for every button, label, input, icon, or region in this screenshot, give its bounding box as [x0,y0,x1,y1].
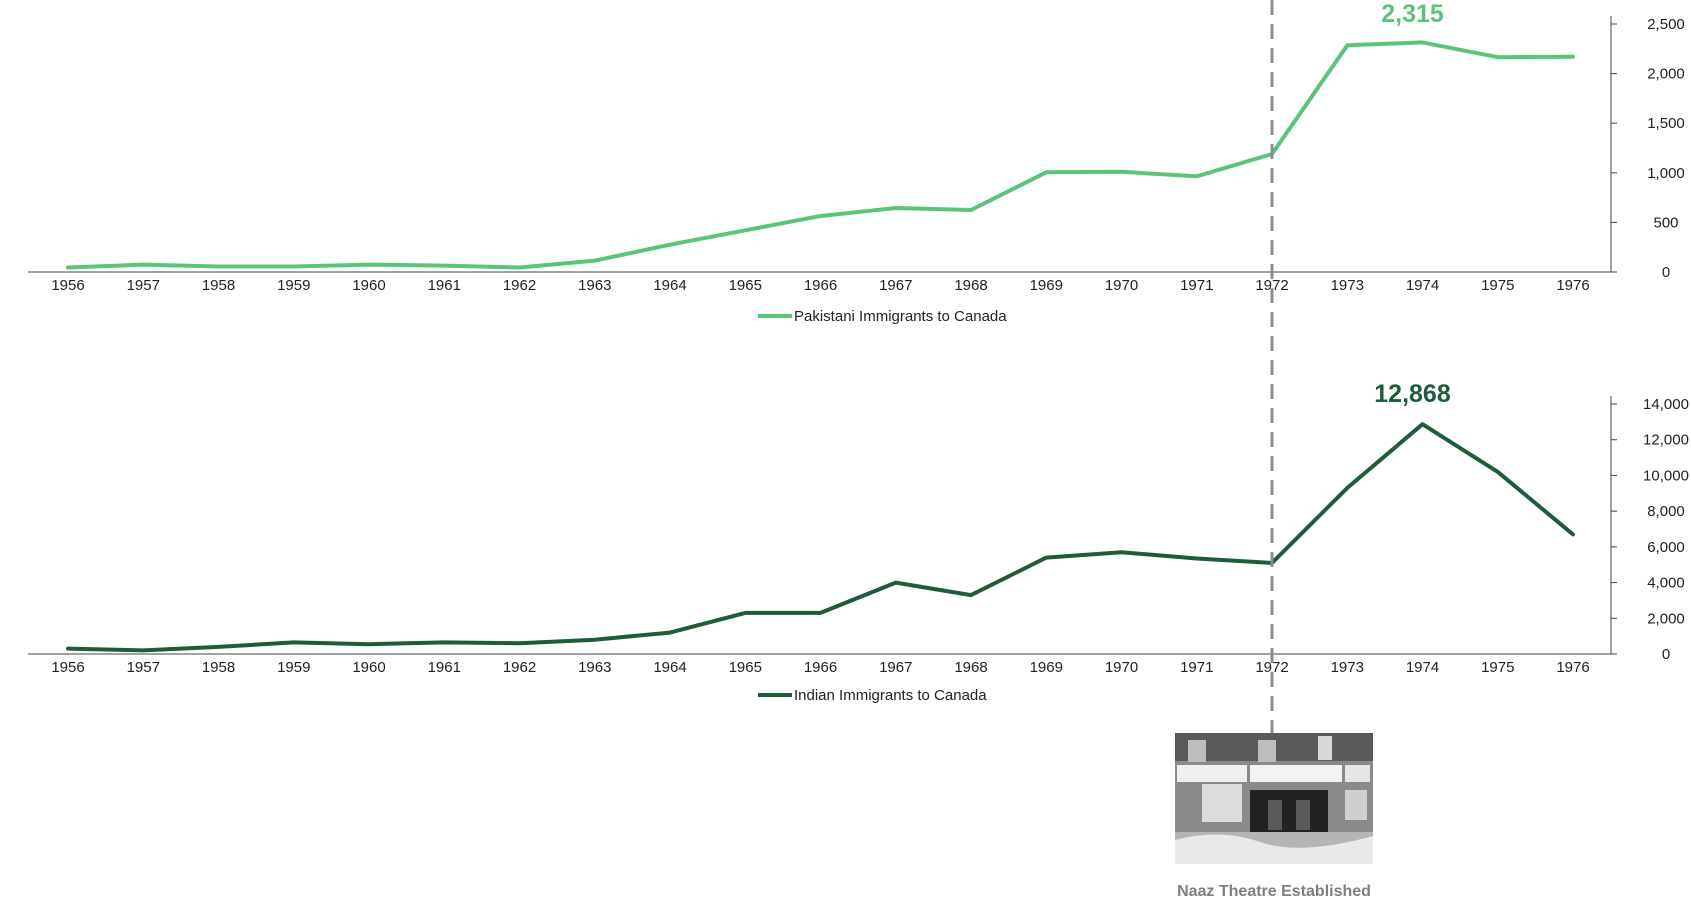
x-tick-label: 1962 [503,277,536,294]
annotation-caption: Naaz Theatre Established [1177,883,1371,900]
x-tick-label: 1970 [1105,277,1138,294]
annotation: Naaz Theatre Established [1175,0,1373,900]
series-line [66,40,1575,270]
x-tick-label: 1957 [127,659,160,676]
y-tick-label: 0 [1662,264,1670,281]
photo-sign-naaz [1250,765,1342,782]
indian-panel: 0 2,000 4,000 6,000 8,000 10,000 12,000 14,000 1… [28,380,1689,704]
x-tick-label: 1958 [202,659,235,676]
photo-sign-left [1177,765,1247,782]
photo-sign-right [1345,765,1370,782]
photo-window [1188,740,1206,762]
y-tick-label: 14,000 [1643,396,1689,413]
x-tick-label: 1976 [1556,277,1589,294]
x-tick-label: 1957 [127,277,160,294]
series-line [66,422,1575,653]
y-tick-label: 1,500 [1647,115,1685,132]
x-tick-label: 1974 [1406,659,1439,676]
x-tick-label: 1968 [954,659,987,676]
photo-snow [1175,834,1373,864]
y-tick-label: 6,000 [1647,539,1685,556]
photo-poster [1202,784,1242,822]
x-tick-label: 1958 [202,277,235,294]
x-tick-label: 1973 [1331,277,1364,294]
x-tick-label: 1956 [51,659,84,676]
photo-window [1318,736,1332,760]
x-tick-label: 1967 [879,277,912,294]
x-tick-label: 1961 [428,659,461,676]
y-tick-label: 2,500 [1647,16,1685,33]
x-tick-label: 1959 [277,659,310,676]
x-tick-label: 1965 [729,659,762,676]
legend-label: Pakistani Immigrants to Canada [794,308,1007,325]
y-tick-label: 0 [1662,646,1670,663]
x-tick-label: 1960 [352,659,385,676]
photo-entrance [1250,790,1328,835]
x-tick-label: 1961 [428,277,461,294]
x-tick-label: 1962 [503,659,536,676]
x-tick-label: 1971 [1180,659,1213,676]
photo-door [1296,800,1310,830]
x-tick-label: 1960 [352,277,385,294]
x-tick-label: 1956 [51,277,84,294]
x-tick-label: 1976 [1556,659,1589,676]
y-tick-label: 500 [1653,214,1678,231]
y-tick-label: 1,000 [1647,165,1685,182]
pakistani-panel: 0 500 1,000 1,500 2,000 2,500 1956 1957 1958 1959… [28,0,1685,325]
x-tick-label: 1966 [804,277,837,294]
x-tick-label: 1967 [879,659,912,676]
y-tick-label: 12,000 [1643,432,1689,449]
x-tick-label: 1964 [653,277,686,294]
x-tick-label: 1975 [1481,659,1514,676]
x-tick-label: 1971 [1180,277,1213,294]
x-tick-label: 1965 [729,277,762,294]
x-tick-label: 1963 [578,659,611,676]
x-tick-label: 1964 [653,659,686,676]
x-tick-label: 1972 [1255,277,1288,294]
x-tick-label: 1963 [578,277,611,294]
y-tick-label: 4,000 [1647,575,1685,592]
y-tick-label: 8,000 [1647,503,1685,520]
x-tick-label: 1966 [804,659,837,676]
photo-door [1268,800,1282,830]
peak-value-label: 2,315 [1381,0,1444,28]
x-tick-label: 1974 [1406,277,1439,294]
y-tick-label: 2,000 [1647,66,1685,83]
photo-poster [1345,790,1367,820]
naaz-theatre-photo [1175,733,1373,864]
x-tick-label: 1972 [1255,659,1288,676]
y-tick-label: 10,000 [1643,467,1689,484]
peak-value-label: 12,868 [1374,380,1451,408]
x-tick-label: 1970 [1105,659,1138,676]
x-tick-label: 1975 [1481,277,1514,294]
x-tick-label: 1969 [1030,277,1063,294]
x-tick-label: 1968 [954,277,987,294]
legend-label: Indian Immigrants to Canada [794,687,987,704]
x-tick-label: 1973 [1331,659,1364,676]
photo-window [1258,740,1276,762]
x-tick-label: 1969 [1030,659,1063,676]
x-tick-label: 1959 [277,277,310,294]
y-tick-label: 2,000 [1647,610,1685,627]
